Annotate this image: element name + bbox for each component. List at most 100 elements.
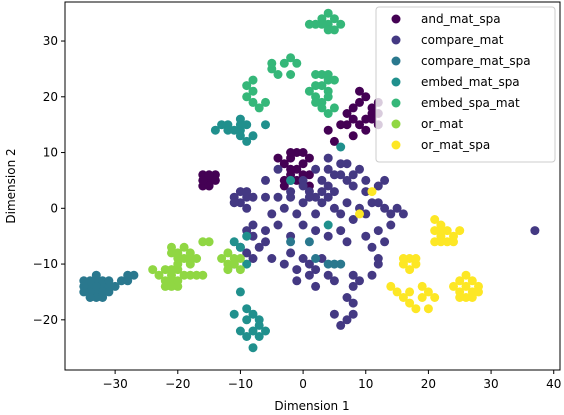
point-embed_mat_spa-8: [242, 136, 252, 146]
points-layer: [79, 8, 540, 353]
point-embed_spa_mat-17: [304, 86, 314, 96]
point-compare_mat-40: [317, 175, 327, 185]
series-compare_mat: [229, 153, 540, 330]
legend-marker-embed_mat_spa: [391, 77, 401, 87]
point-embed_spa_mat-19: [311, 81, 321, 91]
point-or_mat_spa-37: [423, 304, 433, 314]
legend-marker-or_mat_spa: [391, 140, 401, 150]
point-or_mat_spa-42: [436, 226, 446, 236]
point-or_mat_spa-39: [355, 209, 364, 219]
y-tick-label: 20: [43, 90, 58, 104]
point-compare_mat_spa-13: [104, 276, 114, 286]
point-embed_mat_spa-29: [242, 315, 252, 325]
point-compare_mat-5: [248, 192, 258, 202]
point-embed_mat_spa-7: [248, 131, 258, 141]
point-embed_spa_mat-7: [311, 19, 321, 29]
point-compare_mat-10: [273, 192, 283, 202]
point-compare_mat-92: [254, 242, 264, 252]
point-compare_mat_spa-29: [323, 259, 333, 269]
point-compare_mat-104: [348, 170, 358, 180]
point-or_mat_spa-7: [455, 226, 465, 236]
point-compare_mat-84: [373, 254, 383, 263]
point-embed_mat_spa-24: [254, 332, 264, 341]
point-compare_mat-61: [311, 265, 321, 275]
y-tick-label: 10: [43, 146, 58, 160]
point-embed_mat_spa-10: [261, 120, 270, 130]
point-compare_mat-90: [248, 231, 258, 241]
point-compare_mat_spa-25: [304, 237, 314, 247]
point-embed_spa_mat-22: [279, 58, 289, 68]
legend-box: [375, 6, 556, 163]
y-tick-label: −10: [33, 257, 58, 271]
point-compare_mat_spa-24: [286, 237, 296, 247]
point-or_mat_spa-13: [461, 293, 471, 302]
point-compare_mat-25: [367, 198, 377, 208]
point-compare_mat-1: [235, 187, 245, 197]
point-or_mat-15: [185, 259, 195, 269]
point-embed_mat_spa-6: [223, 120, 233, 130]
point-embed_mat_spa-30: [336, 142, 346, 152]
point-compare_mat-11: [279, 203, 289, 213]
x-tick-label: −20: [165, 377, 190, 391]
point-compare_mat-99: [329, 187, 339, 197]
point-embed_spa_mat-38: [329, 103, 339, 113]
point-embed_mat_spa-26: [261, 326, 270, 336]
point-or_mat-21: [204, 237, 214, 247]
point-compare_mat-63: [292, 265, 302, 275]
x-tick-label: −10: [228, 377, 253, 391]
point-or_mat_spa-9: [436, 237, 446, 247]
point-embed_mat_spa-31: [323, 220, 333, 230]
point-embed_spa_mat-4: [317, 19, 327, 29]
point-or_mat-9: [179, 270, 189, 280]
point-compare_mat-7: [242, 187, 252, 197]
point-or_mat_spa-2: [442, 237, 452, 247]
point-and_mat_spa-7: [204, 170, 214, 180]
point-or_mat-6: [167, 281, 176, 291]
y-tick-label: −20: [33, 313, 58, 327]
point-compare_mat-75: [367, 270, 377, 280]
point-compare_mat-38: [323, 181, 333, 191]
point-or_mat-29: [235, 265, 245, 275]
point-embed_spa_mat-13: [317, 81, 327, 91]
point-or_mat-30: [223, 265, 233, 275]
point-or_mat_spa-22: [405, 254, 415, 263]
point-compare_mat-93: [242, 248, 252, 258]
point-or_mat_spa-0: [430, 226, 440, 236]
point-or_mat-28: [217, 254, 227, 263]
legend-marker-compare_mat: [391, 35, 401, 45]
point-compare_mat-14: [298, 198, 308, 208]
point-compare_mat-73: [355, 276, 364, 286]
point-and_mat_spa-31: [361, 114, 371, 124]
point-or_mat_spa-10: [461, 281, 471, 291]
series-or_mat: [148, 237, 245, 291]
point-or_mat_spa-11: [467, 276, 477, 286]
plot-frame: [64, 1, 561, 371]
legend-label-embed_mat_spa: embed_mat_spa: [421, 75, 520, 89]
point-compare_mat-50: [248, 220, 258, 230]
point-embed_spa_mat-34: [248, 75, 258, 85]
y-axis-ticks: −20 −10 0 10 20 30: [33, 34, 65, 327]
point-embed_spa_mat-39: [323, 92, 333, 102]
point-embed_mat_spa-4: [242, 120, 252, 130]
point-and_mat_spa-10: [304, 153, 314, 163]
point-embed_spa_mat-29: [242, 92, 252, 102]
point-compare_mat_spa-20: [116, 276, 126, 286]
point-or_mat-16: [192, 254, 202, 263]
point-compare_mat-6: [229, 198, 239, 208]
point-compare_mat-79: [336, 320, 346, 330]
point-compare_mat-37: [373, 181, 383, 191]
point-compare_mat-47: [386, 209, 396, 219]
point-compare_mat_spa-7: [85, 276, 95, 286]
point-embed_mat_spa-17: [229, 309, 239, 319]
point-or_mat-0: [160, 265, 170, 275]
point-compare_mat-87: [398, 209, 408, 219]
point-compare_mat-55: [311, 226, 321, 236]
point-embed_spa_mat-12: [311, 70, 321, 79]
legend-label-compare_mat: compare_mat: [421, 33, 504, 47]
x-tick-label: 20: [421, 377, 436, 391]
legend-label-and_mat_spa: and_mat_spa: [421, 12, 501, 26]
point-compare_mat-45: [373, 198, 383, 208]
point-and_mat_spa-16: [292, 175, 302, 185]
point-and_mat_spa-6: [210, 175, 220, 185]
point-embed_mat_spa-3: [229, 125, 239, 135]
